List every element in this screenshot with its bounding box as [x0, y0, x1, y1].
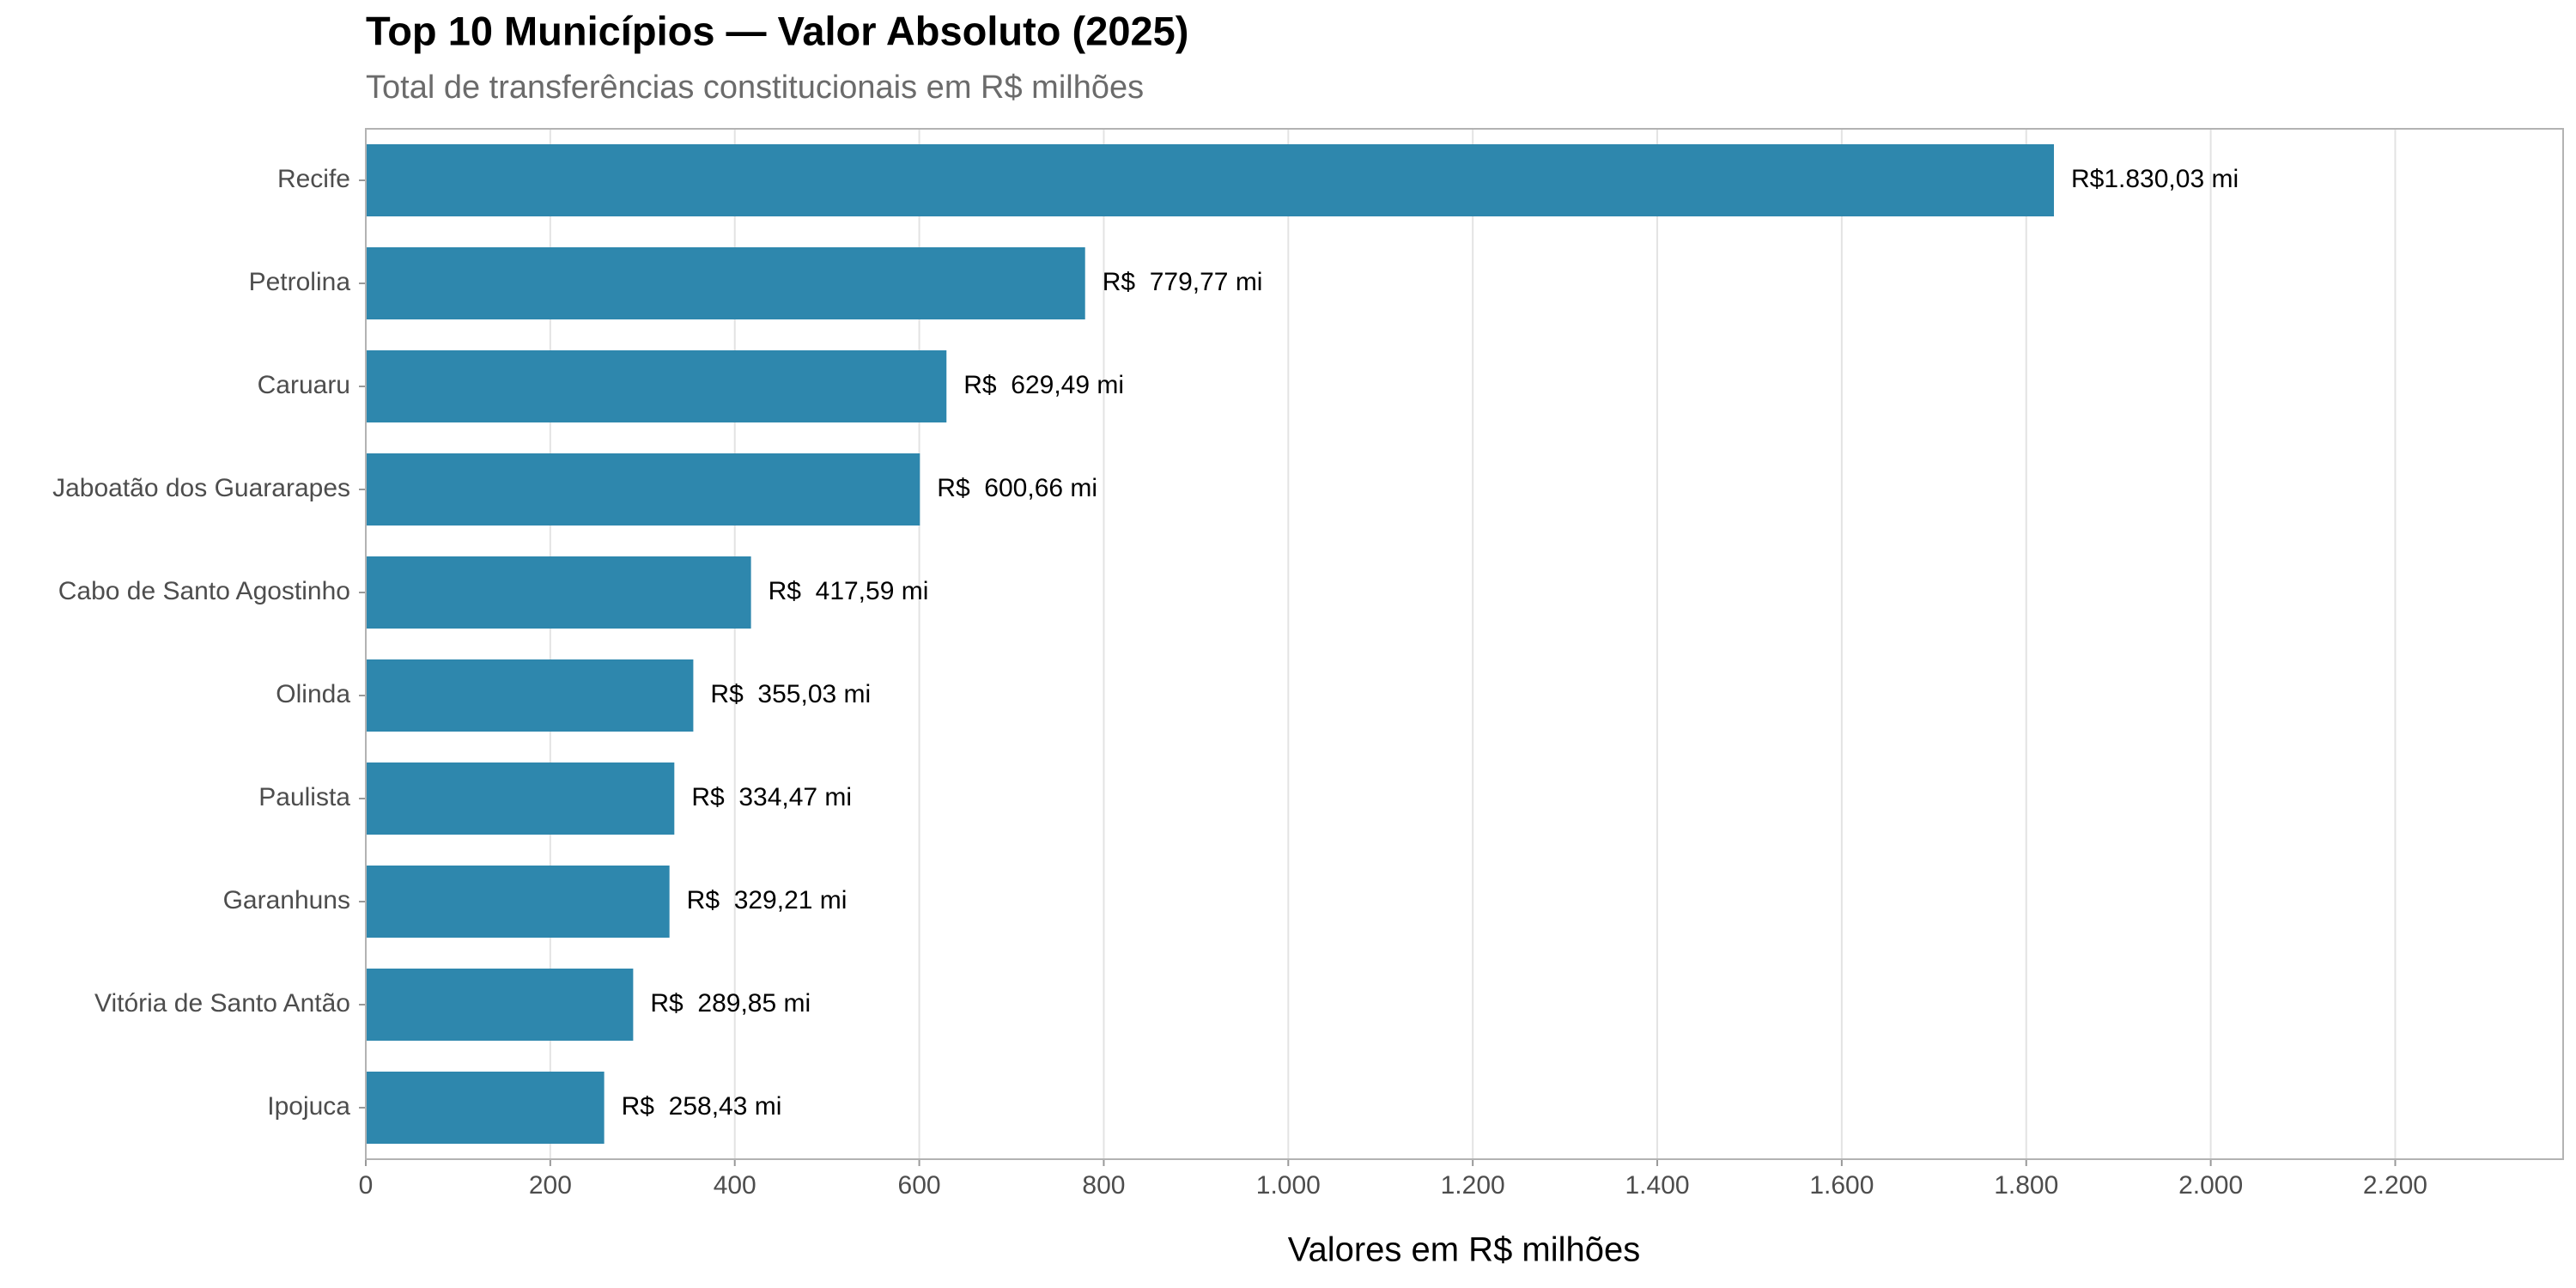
- bar: [366, 144, 2055, 216]
- chart-subtitle: Total de transferências constitucionais …: [366, 70, 1144, 106]
- bar: [366, 556, 751, 629]
- panel-border: [365, 128, 2564, 1160]
- x-tick-label: 2.000: [2178, 1171, 2243, 1200]
- bar: [366, 969, 634, 1041]
- x-tick-label: 1.200: [1441, 1171, 1505, 1200]
- chart-title: Top 10 Municípios — Valor Absoluto (2025…: [366, 8, 1188, 53]
- value-label: R$ 629,49 mi: [963, 371, 1124, 399]
- y-tick-label: Petrolina: [249, 268, 351, 296]
- y-tick-label: Caruaru: [258, 371, 350, 399]
- y-tick-label: Cabo de Santo Agostinho: [58, 577, 350, 605]
- value-label: R$ 417,59 mi: [769, 577, 929, 605]
- y-tick-label: Garanhuns: [223, 886, 350, 914]
- x-tick-label: 400: [714, 1171, 756, 1200]
- value-label: R$ 329,21 mi: [687, 886, 848, 914]
- bar: [366, 453, 920, 526]
- value-label: R$1.830,03 mi: [2071, 165, 2239, 193]
- value-label: R$ 334,47 mi: [691, 783, 852, 811]
- x-tick-label: 0: [359, 1171, 374, 1200]
- x-tick-label: 200: [529, 1171, 572, 1200]
- value-label: R$ 258,43 mi: [622, 1092, 782, 1121]
- x-axis-label: Valores em R$ milhões: [1288, 1231, 1641, 1269]
- value-label: R$ 779,77 mi: [1103, 268, 1263, 296]
- bar: [366, 350, 947, 422]
- bar: [366, 247, 1085, 319]
- x-tick-label: 800: [1082, 1171, 1125, 1200]
- value-label: R$ 355,03 mi: [710, 680, 871, 708]
- x-tick-label: 1.800: [1994, 1171, 2058, 1200]
- value-label: R$ 289,85 mi: [650, 989, 811, 1018]
- y-tick-label: Recife: [277, 165, 350, 193]
- y-tick-label: Vitória de Santo Antão: [94, 989, 350, 1018]
- value-label: R$ 600,66 mi: [937, 474, 1097, 502]
- bar: [366, 1072, 605, 1144]
- x-tick-label: 1.000: [1256, 1171, 1321, 1200]
- bar: [366, 762, 675, 835]
- x-tick-label: 2.200: [2363, 1171, 2427, 1200]
- y-tick-label: Paulista: [258, 783, 350, 811]
- x-tick-label: 600: [898, 1171, 941, 1200]
- y-tick-label: Ipojuca: [267, 1092, 350, 1121]
- x-tick-label: 1.600: [1809, 1171, 1874, 1200]
- y-tick-label: Jaboatão dos Guararapes: [52, 474, 350, 502]
- bar: [366, 659, 694, 732]
- y-tick-label: Olinda: [276, 680, 350, 708]
- x-tick-label: 1.400: [1625, 1171, 1689, 1200]
- bar: [366, 866, 670, 938]
